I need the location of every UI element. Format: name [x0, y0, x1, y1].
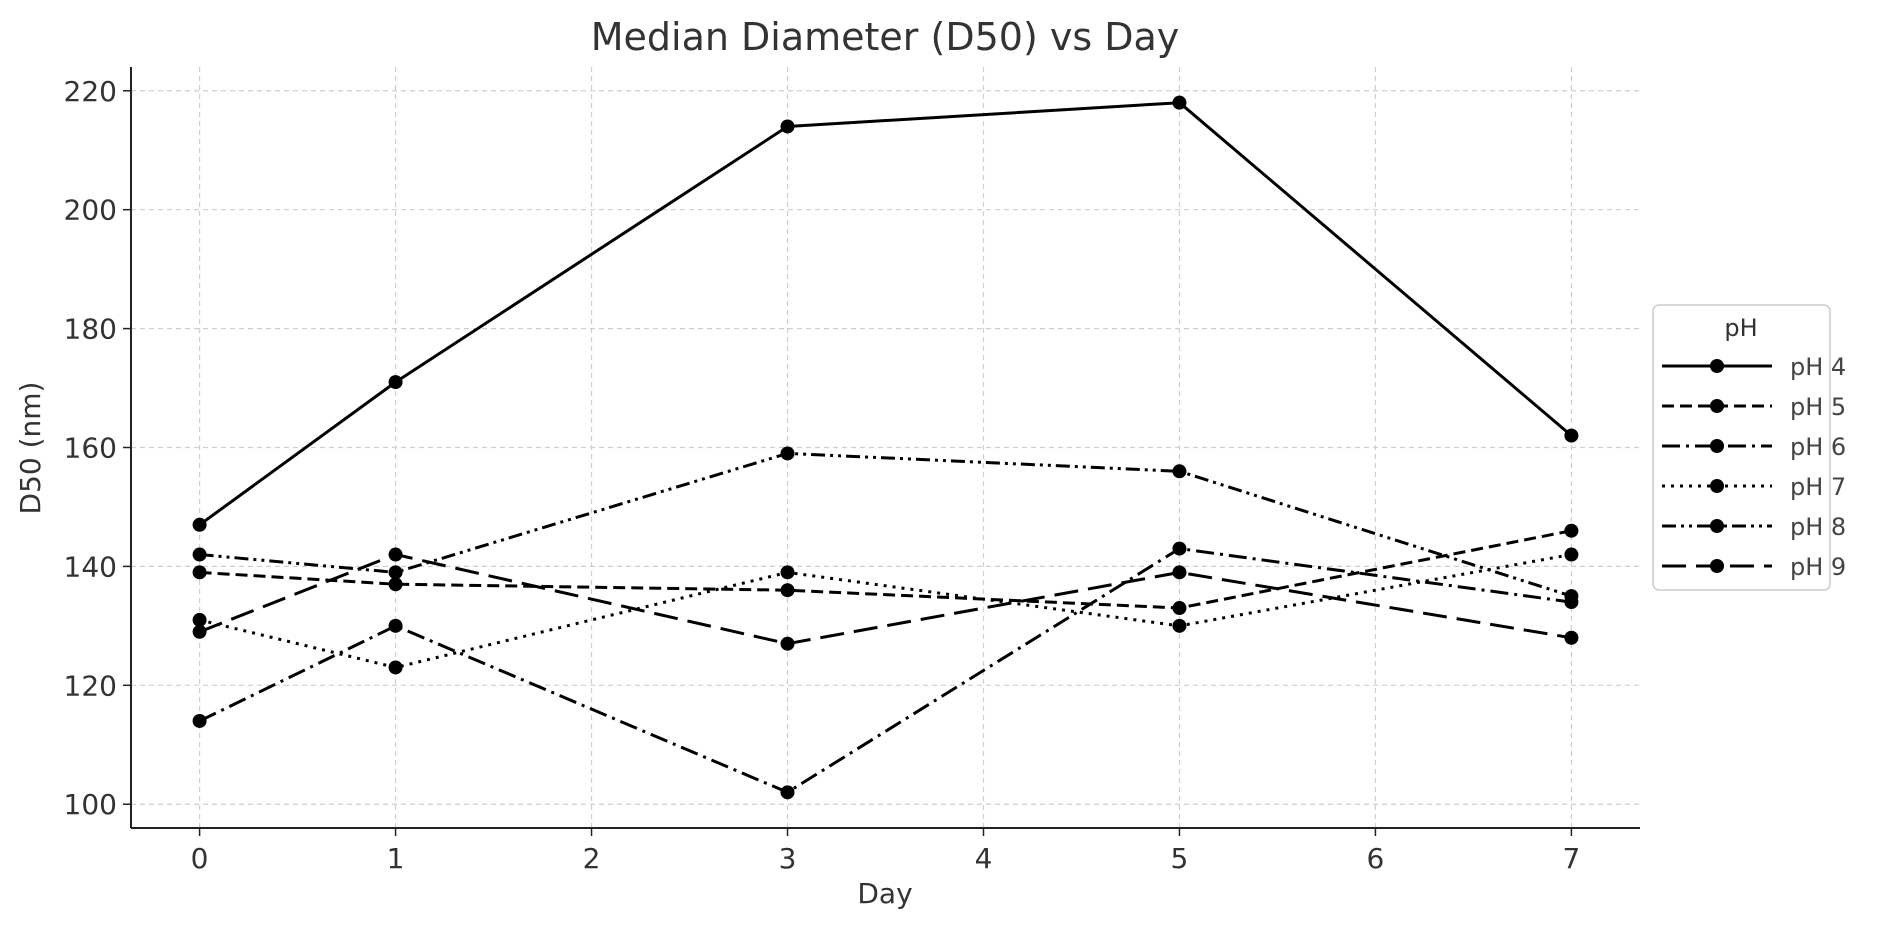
data-point — [1564, 547, 1579, 562]
data-point — [192, 565, 207, 580]
data-point — [780, 636, 795, 651]
data-point — [192, 713, 207, 728]
series-ph-7 — [192, 547, 1579, 675]
data-point — [1564, 428, 1579, 443]
legend-item: pH 8 — [1662, 513, 1846, 541]
data-point — [1172, 541, 1187, 556]
legend-marker — [1710, 479, 1724, 493]
x-axis-label: Day — [857, 877, 912, 910]
x-tick-label: 1 — [387, 842, 405, 875]
data-point — [780, 446, 795, 461]
data-point — [388, 375, 403, 390]
x-tick-label: 7 — [1562, 842, 1580, 875]
legend-marker — [1710, 559, 1724, 573]
legend-label: pH 4 — [1790, 353, 1846, 381]
data-point — [192, 624, 207, 639]
data-point — [1564, 589, 1579, 604]
data-point — [388, 547, 403, 562]
legend-item: pH 6 — [1662, 433, 1846, 461]
legend-item: pH 9 — [1662, 553, 1846, 581]
series-line — [199, 529, 1572, 610]
legend-marker — [1710, 359, 1724, 373]
data-point — [1172, 464, 1187, 479]
series-ph-6 — [192, 541, 1579, 800]
legend-label: pH 8 — [1790, 513, 1846, 541]
legend-label: pH 5 — [1790, 393, 1846, 421]
legend-label: pH 9 — [1790, 553, 1846, 581]
data-point — [1172, 565, 1187, 580]
x-tick-label: 5 — [1171, 842, 1189, 875]
y-tick-label: 200 — [64, 194, 117, 227]
series-ph-8 — [192, 446, 1579, 604]
legend-marker — [1710, 519, 1724, 533]
x-tick-label: 2 — [583, 842, 601, 875]
data-point — [192, 517, 207, 532]
y-axis-label: D50 (nm) — [14, 382, 47, 515]
series-ph-9 — [192, 547, 1579, 651]
data-point — [1564, 523, 1579, 538]
legend-item: pH 4 — [1662, 353, 1846, 381]
y-tick-label: 140 — [64, 550, 117, 583]
legend-label: pH 6 — [1790, 433, 1846, 461]
legend: pH pH 4 pH 5 pH 6 pH 7 pH 8 pH 9 — [1652, 304, 1846, 591]
data-point — [388, 660, 403, 675]
data-point — [1564, 630, 1579, 645]
legend-items: pH 4 pH 5 pH 6 pH 7 pH 8 pH 9 — [1662, 353, 1846, 581]
legend-marker — [1710, 439, 1724, 453]
data-point — [1172, 618, 1187, 633]
data-point — [780, 119, 795, 134]
series-ph-4 — [192, 95, 1579, 532]
legend-item: pH 5 — [1662, 393, 1846, 421]
y-tick-label: 160 — [64, 432, 117, 465]
data-point — [388, 565, 403, 580]
y-tick-label: 220 — [64, 75, 117, 108]
legend-item: pH 7 — [1662, 473, 1846, 501]
axes: 0 1 2 3 4 5 6 7 100 120 140 160 180 200 220 — [64, 67, 1640, 875]
data-point — [1172, 601, 1187, 616]
data-point — [780, 785, 795, 800]
y-tick-label: 180 — [64, 313, 117, 346]
legend-marker — [1710, 399, 1724, 413]
series-line — [198, 101, 1573, 527]
legend-title: pH — [1724, 314, 1757, 342]
y-tick-label: 120 — [64, 669, 117, 702]
series-line — [199, 553, 1572, 646]
x-tick-label: 6 — [1367, 842, 1385, 875]
x-tick-label: 3 — [779, 842, 797, 875]
data-point — [388, 618, 403, 633]
x-tick-label: 4 — [975, 842, 993, 875]
data-point — [1172, 95, 1187, 110]
y-tick-label: 100 — [64, 788, 117, 821]
data-point — [388, 577, 403, 592]
x-tick-label: 0 — [191, 842, 209, 875]
chart-title: Median Diameter (D50) vs Day — [591, 15, 1180, 59]
data-point — [192, 612, 207, 627]
data-point — [780, 583, 795, 598]
grid — [131, 67, 1640, 828]
legend-label: pH 7 — [1790, 473, 1846, 501]
series-layer — [192, 95, 1579, 800]
data-point — [192, 547, 207, 562]
data-point — [780, 565, 795, 580]
